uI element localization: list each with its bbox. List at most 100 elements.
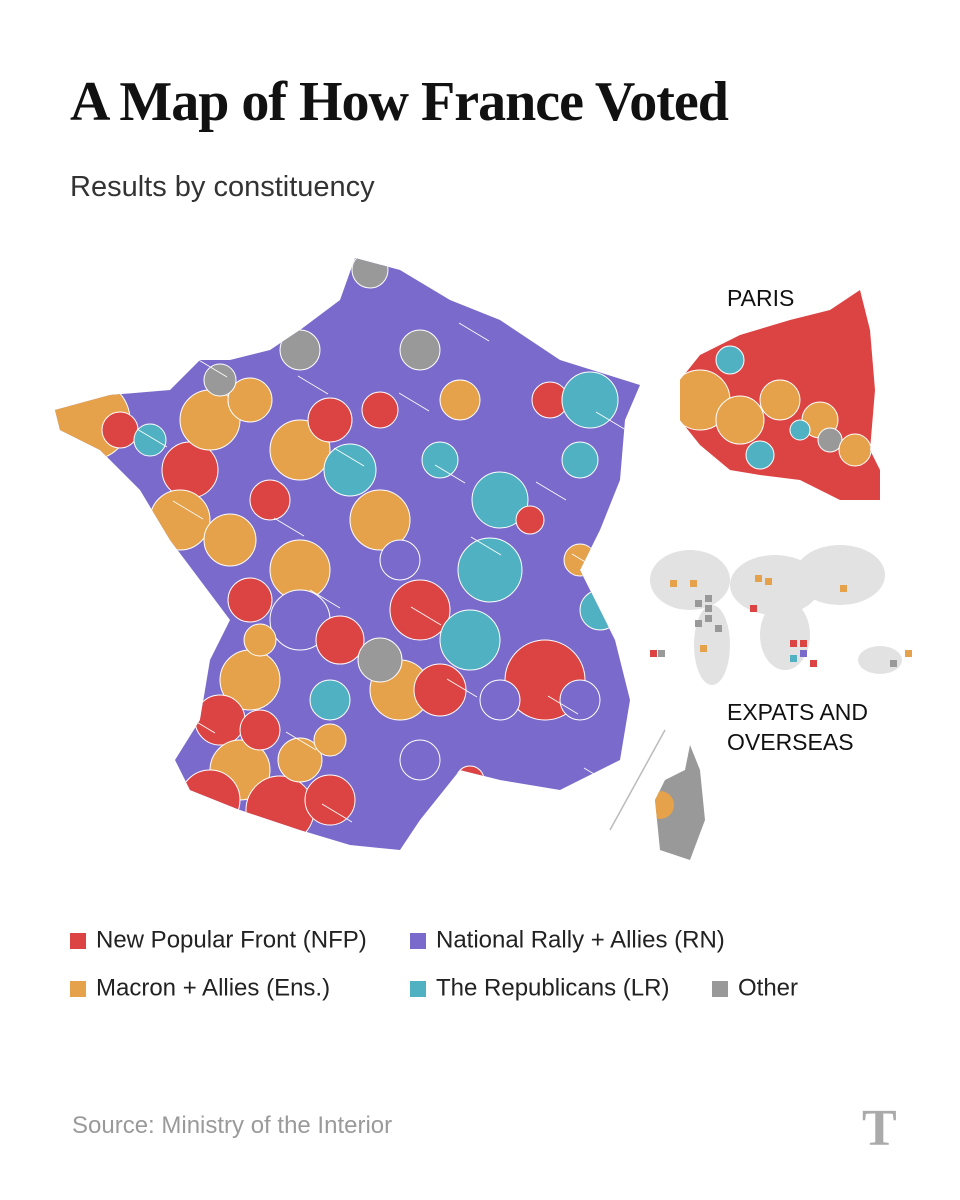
paris-inset bbox=[680, 290, 880, 500]
territory bbox=[715, 625, 722, 632]
district bbox=[307, 397, 353, 443]
legend-label: Other bbox=[738, 974, 798, 1001]
corsica bbox=[655, 745, 705, 860]
territory bbox=[790, 655, 797, 662]
legend-label: The Republicans (LR) bbox=[436, 974, 669, 1001]
district bbox=[179, 769, 241, 831]
district bbox=[313, 723, 347, 757]
district bbox=[245, 775, 315, 845]
border bbox=[595, 411, 627, 431]
border bbox=[196, 358, 228, 378]
district bbox=[399, 329, 441, 371]
territory bbox=[705, 605, 712, 612]
territory bbox=[890, 660, 897, 667]
district bbox=[323, 443, 377, 497]
logo: T bbox=[862, 1100, 897, 1157]
world-inset bbox=[650, 545, 912, 685]
territory bbox=[755, 575, 762, 582]
district bbox=[413, 663, 467, 717]
france-map bbox=[55, 258, 640, 850]
territory bbox=[705, 615, 712, 622]
border bbox=[434, 464, 466, 484]
border bbox=[410, 606, 442, 626]
territory bbox=[705, 595, 712, 602]
territory bbox=[800, 640, 807, 647]
district bbox=[421, 441, 459, 479]
territory bbox=[650, 650, 657, 657]
border bbox=[309, 589, 341, 609]
border bbox=[261, 303, 293, 323]
district bbox=[379, 539, 421, 581]
district bbox=[194, 694, 246, 746]
border bbox=[285, 731, 317, 751]
district bbox=[144, 544, 176, 576]
district bbox=[315, 615, 365, 665]
map-label: PARIS bbox=[727, 285, 794, 311]
territory bbox=[695, 600, 702, 607]
territory bbox=[810, 660, 817, 667]
district bbox=[399, 739, 441, 781]
district bbox=[457, 537, 523, 603]
territory bbox=[750, 605, 757, 612]
territory bbox=[800, 650, 807, 657]
district bbox=[389, 579, 451, 641]
district bbox=[203, 513, 257, 567]
district bbox=[838, 433, 872, 467]
district bbox=[715, 345, 745, 375]
district bbox=[349, 489, 411, 551]
district bbox=[439, 609, 501, 671]
district bbox=[515, 505, 545, 535]
border bbox=[559, 339, 591, 359]
territory bbox=[840, 585, 847, 592]
territory bbox=[690, 580, 697, 587]
legend-swatch bbox=[410, 933, 426, 949]
border bbox=[547, 695, 579, 715]
border bbox=[124, 784, 156, 804]
district bbox=[101, 411, 139, 449]
title: A Map of How France Voted bbox=[70, 71, 729, 133]
district bbox=[471, 471, 529, 529]
border bbox=[297, 375, 329, 395]
district bbox=[357, 637, 403, 683]
territory bbox=[790, 640, 797, 647]
district bbox=[561, 371, 619, 429]
district bbox=[563, 543, 597, 577]
border bbox=[172, 500, 204, 520]
district bbox=[203, 363, 237, 397]
district bbox=[579, 589, 621, 631]
district bbox=[249, 479, 291, 521]
legend-label: National Rally + Allies (RN) bbox=[436, 926, 725, 953]
legend-swatch bbox=[410, 981, 426, 997]
legend-swatch bbox=[70, 933, 86, 949]
border bbox=[470, 536, 502, 556]
territory bbox=[700, 645, 707, 652]
district bbox=[149, 489, 211, 551]
border bbox=[583, 767, 615, 787]
border bbox=[112, 570, 144, 590]
border bbox=[333, 447, 365, 467]
district bbox=[561, 441, 599, 479]
territory bbox=[765, 578, 772, 585]
district bbox=[439, 379, 481, 421]
district bbox=[279, 329, 321, 371]
district bbox=[789, 419, 811, 441]
district bbox=[361, 391, 399, 429]
border bbox=[458, 322, 490, 342]
border bbox=[321, 803, 353, 823]
legend-swatch bbox=[70, 981, 86, 997]
district bbox=[455, 765, 485, 795]
legend: New Popular Front (NFP) National Rally + … bbox=[70, 926, 798, 1001]
territory bbox=[695, 620, 702, 627]
territory bbox=[905, 650, 912, 657]
district bbox=[817, 427, 843, 453]
legend-label: Macron + Allies (Ens.) bbox=[96, 974, 330, 1001]
legend-swatch bbox=[712, 981, 728, 997]
border bbox=[136, 428, 168, 448]
territory bbox=[658, 650, 665, 657]
border bbox=[160, 286, 192, 306]
district bbox=[479, 679, 521, 721]
district bbox=[243, 623, 277, 657]
map-label: EXPATS AND bbox=[727, 699, 868, 725]
district bbox=[309, 679, 351, 721]
